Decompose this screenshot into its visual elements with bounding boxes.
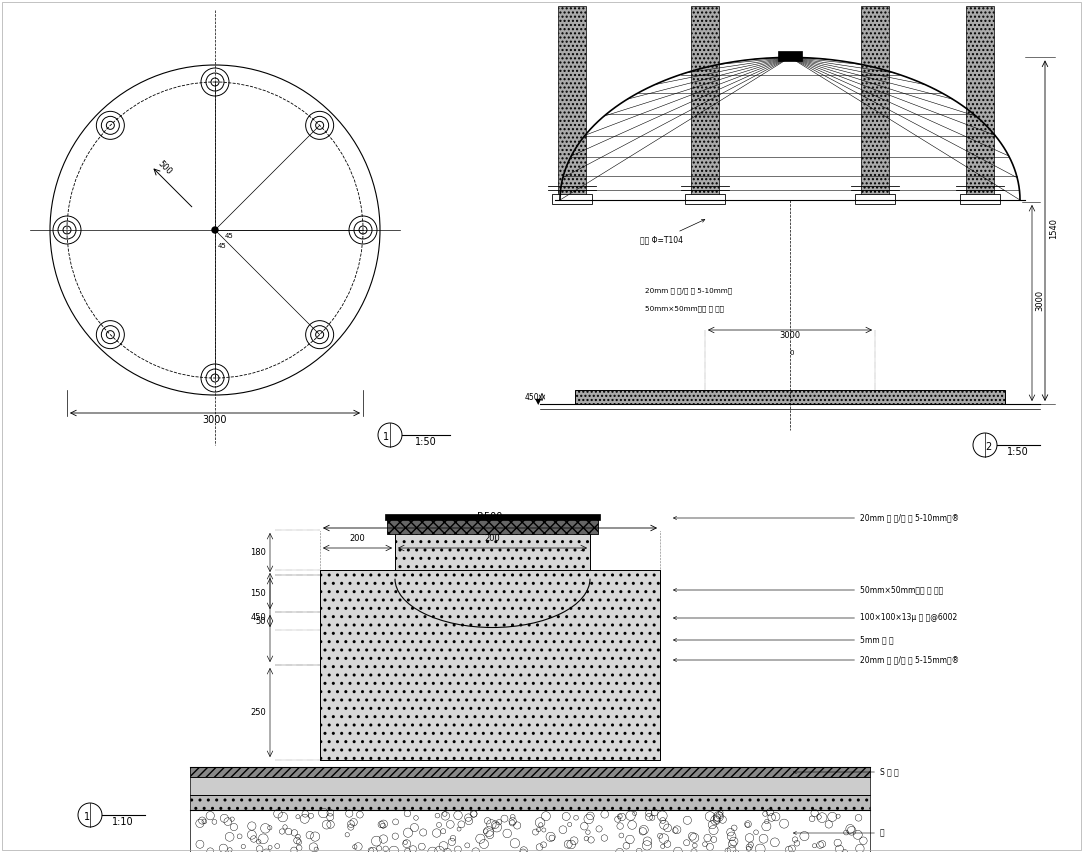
Text: 200: 200 <box>484 534 500 543</box>
Text: 3000: 3000 <box>780 331 800 340</box>
Bar <box>190 777 870 795</box>
Bar <box>778 51 803 61</box>
Text: 150: 150 <box>250 589 266 598</box>
Text: 180: 180 <box>250 548 266 557</box>
Text: 1:10: 1:10 <box>113 817 134 827</box>
Text: 200: 200 <box>350 534 365 543</box>
Text: 2: 2 <box>984 442 991 452</box>
Bar <box>691 6 719 202</box>
Text: 45: 45 <box>225 233 234 239</box>
Text: 500: 500 <box>156 159 173 177</box>
Text: 20mm 干 垫/湿 拌 5-15mm颗®: 20mm 干 垫/湿 拌 5-15mm颗® <box>674 655 960 665</box>
Text: ▼: ▼ <box>535 397 542 406</box>
Text: 450: 450 <box>250 613 266 622</box>
Text: S 垫 层: S 垫 层 <box>794 768 899 776</box>
Bar <box>575 390 1005 404</box>
Text: R500: R500 <box>478 512 503 522</box>
Bar <box>395 530 590 570</box>
Text: 50mm×50mm，水 平 湖钢: 50mm×50mm，水 平 湖钢 <box>674 585 943 595</box>
Bar <box>319 570 660 760</box>
Text: 1: 1 <box>84 812 90 822</box>
Bar <box>558 6 586 202</box>
Text: 1540: 1540 <box>1049 218 1058 239</box>
Bar <box>319 570 660 760</box>
Text: 1: 1 <box>383 432 389 442</box>
Bar <box>190 767 870 777</box>
Bar <box>387 518 598 534</box>
Bar <box>552 194 592 204</box>
Text: 5mm 水 平: 5mm 水 平 <box>674 636 893 644</box>
Text: 50: 50 <box>256 617 266 625</box>
Bar <box>854 194 895 204</box>
Text: 20mm 干 栽/湿 拌 5-10mm颗: 20mm 干 栽/湿 拌 5-10mm颗 <box>645 287 732 294</box>
Text: 450: 450 <box>524 393 539 401</box>
Bar <box>966 6 994 202</box>
Text: 1:50: 1:50 <box>415 437 436 447</box>
Bar <box>686 194 725 204</box>
Text: 1:50: 1:50 <box>1007 447 1029 457</box>
Text: 钢架 Φ=T104: 钢架 Φ=T104 <box>640 219 705 244</box>
Text: 0: 0 <box>790 350 794 356</box>
Text: 砾: 砾 <box>794 828 885 838</box>
Circle shape <box>212 227 218 233</box>
Text: 45: 45 <box>218 243 226 249</box>
Bar <box>190 795 870 810</box>
Text: 250: 250 <box>250 708 266 717</box>
Text: 3000: 3000 <box>1035 290 1044 311</box>
Bar <box>861 6 889 202</box>
Bar <box>384 514 600 520</box>
Bar <box>190 810 870 852</box>
Text: 3000: 3000 <box>203 415 227 425</box>
Text: 100×100×13μ 型 筋@6002: 100×100×13μ 型 筋@6002 <box>674 613 957 623</box>
Bar <box>395 530 590 570</box>
Text: 20mm 干 栽/湿 拌 5-10mm颗®: 20mm 干 栽/湿 拌 5-10mm颗® <box>674 514 960 522</box>
Bar <box>960 194 1000 204</box>
Text: 50mm×50mm，水 平 钢筋: 50mm×50mm，水 平 钢筋 <box>645 305 725 312</box>
